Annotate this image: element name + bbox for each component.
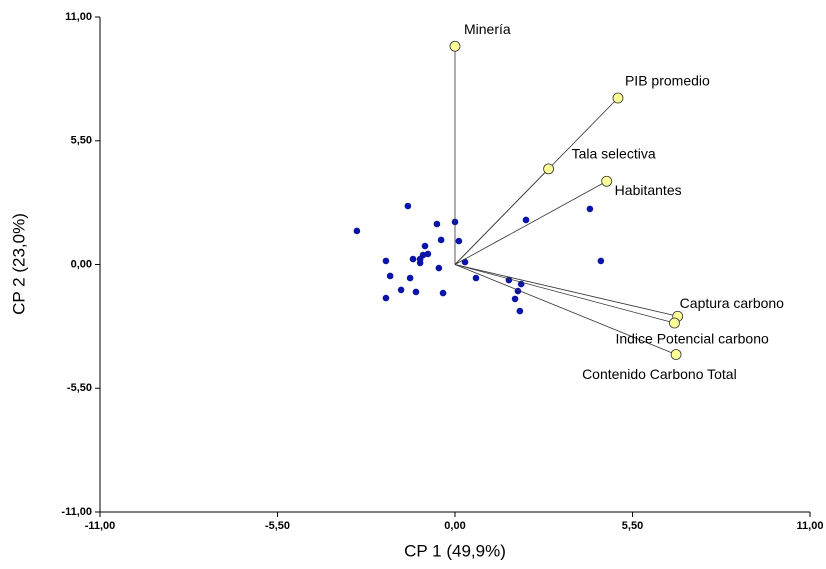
point bbox=[421, 242, 429, 250]
point bbox=[511, 295, 519, 303]
point bbox=[409, 255, 417, 263]
point bbox=[522, 216, 530, 224]
vector-label: PIB promedio bbox=[625, 73, 710, 89]
point bbox=[424, 250, 432, 258]
x-tick-label: 0,00 bbox=[444, 520, 465, 532]
point bbox=[597, 257, 605, 265]
point bbox=[386, 272, 394, 280]
vector-point bbox=[449, 40, 461, 52]
point bbox=[416, 259, 424, 267]
point bbox=[437, 236, 445, 244]
vector-label: Habitantes bbox=[615, 182, 682, 198]
y-tick-label: 5,50 bbox=[71, 135, 92, 147]
vector-label: Contenido Carbono Total bbox=[582, 366, 737, 382]
vector-label: Tala selectiva bbox=[572, 146, 656, 162]
y-tick-label: 0,00 bbox=[71, 258, 92, 270]
point bbox=[435, 264, 443, 272]
vector-line bbox=[454, 180, 607, 265]
vector-label: Minería bbox=[464, 21, 511, 37]
y-tick-label: -5,50 bbox=[67, 382, 92, 394]
point bbox=[397, 286, 405, 294]
x-tick-label: -11,00 bbox=[85, 520, 116, 532]
point bbox=[382, 257, 390, 265]
vector-label: Indice Potencial carbono bbox=[615, 331, 769, 347]
point bbox=[433, 220, 441, 228]
point bbox=[382, 294, 390, 302]
vector-point bbox=[669, 317, 680, 329]
vector-point bbox=[601, 175, 613, 187]
point bbox=[586, 205, 594, 213]
point bbox=[516, 307, 524, 315]
vector-line bbox=[454, 264, 675, 324]
y-tick-label: -11,00 bbox=[61, 506, 92, 518]
y-tick-label: 11,00 bbox=[65, 11, 92, 23]
point bbox=[404, 202, 412, 210]
x-axis-title: CP 1 (49,9%) bbox=[404, 541, 506, 560]
vector-point bbox=[612, 92, 624, 104]
point bbox=[455, 237, 463, 245]
point bbox=[439, 289, 447, 297]
vector-line bbox=[454, 264, 678, 317]
vector-label: Captura carbono bbox=[680, 295, 785, 311]
vector-line bbox=[454, 264, 677, 355]
x-tick-label: -5,50 bbox=[265, 520, 290, 532]
vector-point bbox=[670, 349, 682, 360]
x-tick-label: 5,50 bbox=[622, 520, 643, 532]
vector-line bbox=[454, 168, 549, 265]
point bbox=[461, 258, 469, 266]
x-tick-label: 11,00 bbox=[797, 520, 824, 532]
point bbox=[412, 288, 420, 296]
point bbox=[472, 274, 480, 282]
vector-point bbox=[543, 163, 554, 175]
point bbox=[406, 274, 414, 282]
point bbox=[353, 227, 361, 235]
y-axis-title: CP 2 (23,0%) bbox=[9, 213, 28, 315]
